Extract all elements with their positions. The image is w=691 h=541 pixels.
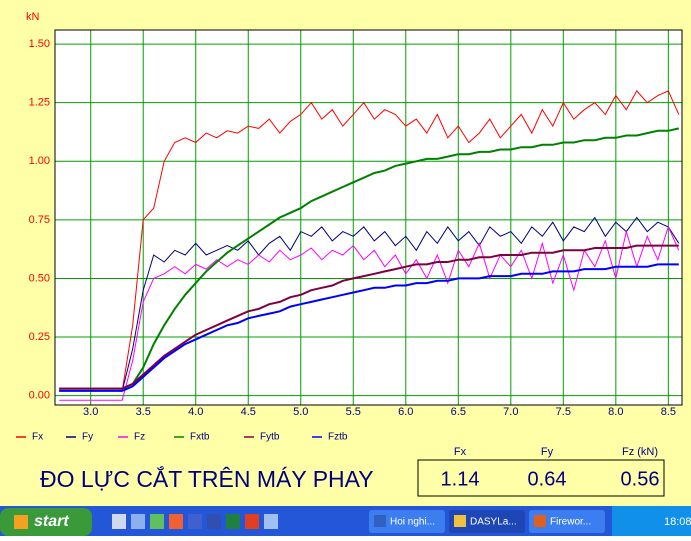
x-tick-label: 8.0: [608, 406, 623, 418]
quick-launch-icon[interactable]: [207, 514, 221, 529]
clock: 18:08: [664, 516, 691, 528]
y-tick-label: 0.00: [29, 390, 50, 402]
x-tick-label: 3.0: [83, 406, 98, 418]
readout-value: 1.14: [441, 468, 480, 490]
windows-logo: [14, 515, 28, 529]
readout-label: Fx: [454, 446, 467, 458]
x-tick-label: 4.5: [241, 406, 256, 418]
x-tick-label: 7.0: [503, 406, 518, 418]
start-label: start: [34, 513, 69, 530]
quick-launch-icon[interactable]: [112, 514, 126, 529]
quick-launch-icon[interactable]: [169, 514, 183, 529]
task-icon: [534, 515, 546, 527]
quick-launch-icon[interactable]: [245, 514, 259, 529]
y-axis-label: kN: [26, 11, 40, 23]
legend-label: Fztb: [328, 432, 348, 443]
x-tick-label: 5.5: [346, 406, 361, 418]
y-tick-label: 1.25: [29, 97, 50, 109]
screen: kN ĐO LỰC CẮT TRÊN MÁY PHAY 0.00 0.25 0.50…: [0, 0, 691, 536]
quick-launch-icon[interactable]: [226, 514, 240, 529]
legend-label: Fytb: [260, 432, 280, 443]
readout-value: 0.64: [528, 468, 567, 490]
task-label: Firewor...: [550, 517, 591, 528]
x-tick-label: 6.0: [398, 406, 413, 418]
legend-label: Fx: [32, 432, 43, 443]
x-tick-label: 4.0: [188, 406, 203, 418]
legend-label: Fxtb: [190, 432, 210, 443]
quick-launch-icon[interactable]: [188, 514, 202, 529]
task-icon: [374, 515, 386, 527]
readout-value: 0.56: [621, 468, 660, 490]
quick-launch-icon[interactable]: [264, 514, 278, 529]
legend-label: Fy: [82, 432, 93, 443]
x-tick-label: 7.5: [556, 406, 571, 418]
y-tick-label: 0.50: [29, 272, 50, 284]
task-icon: [454, 515, 466, 527]
page: kN ĐO LỰC CẮT TRÊN MÁY PHAY 0.00 0.25 0.50…: [0, 0, 691, 536]
x-tick-label: 3.5: [136, 406, 151, 418]
y-tick-label: 0.75: [29, 214, 50, 226]
x-tick-label: 5.0: [293, 406, 308, 418]
legend-label: Fz: [134, 432, 145, 443]
plot-area: [55, 30, 682, 405]
task-label: DASYLa...: [470, 517, 517, 528]
task-label: Hoi nghi...: [390, 517, 435, 528]
y-tick-label: 1.50: [29, 38, 50, 50]
x-tick-label: 8.5: [661, 406, 676, 418]
quick-launch-icon[interactable]: [150, 514, 164, 529]
display-title: ĐO LỰC CẮT TRÊN MÁY PHAY: [40, 465, 374, 492]
x-tick-label: 6.5: [451, 406, 466, 418]
readout-label: Fy: [541, 446, 554, 458]
readout-label: Fz (kN): [622, 446, 658, 458]
quick-launch-icon[interactable]: [131, 514, 145, 529]
y-tick-label: 1.00: [29, 155, 50, 167]
y-tick-label: 0.25: [29, 331, 50, 343]
